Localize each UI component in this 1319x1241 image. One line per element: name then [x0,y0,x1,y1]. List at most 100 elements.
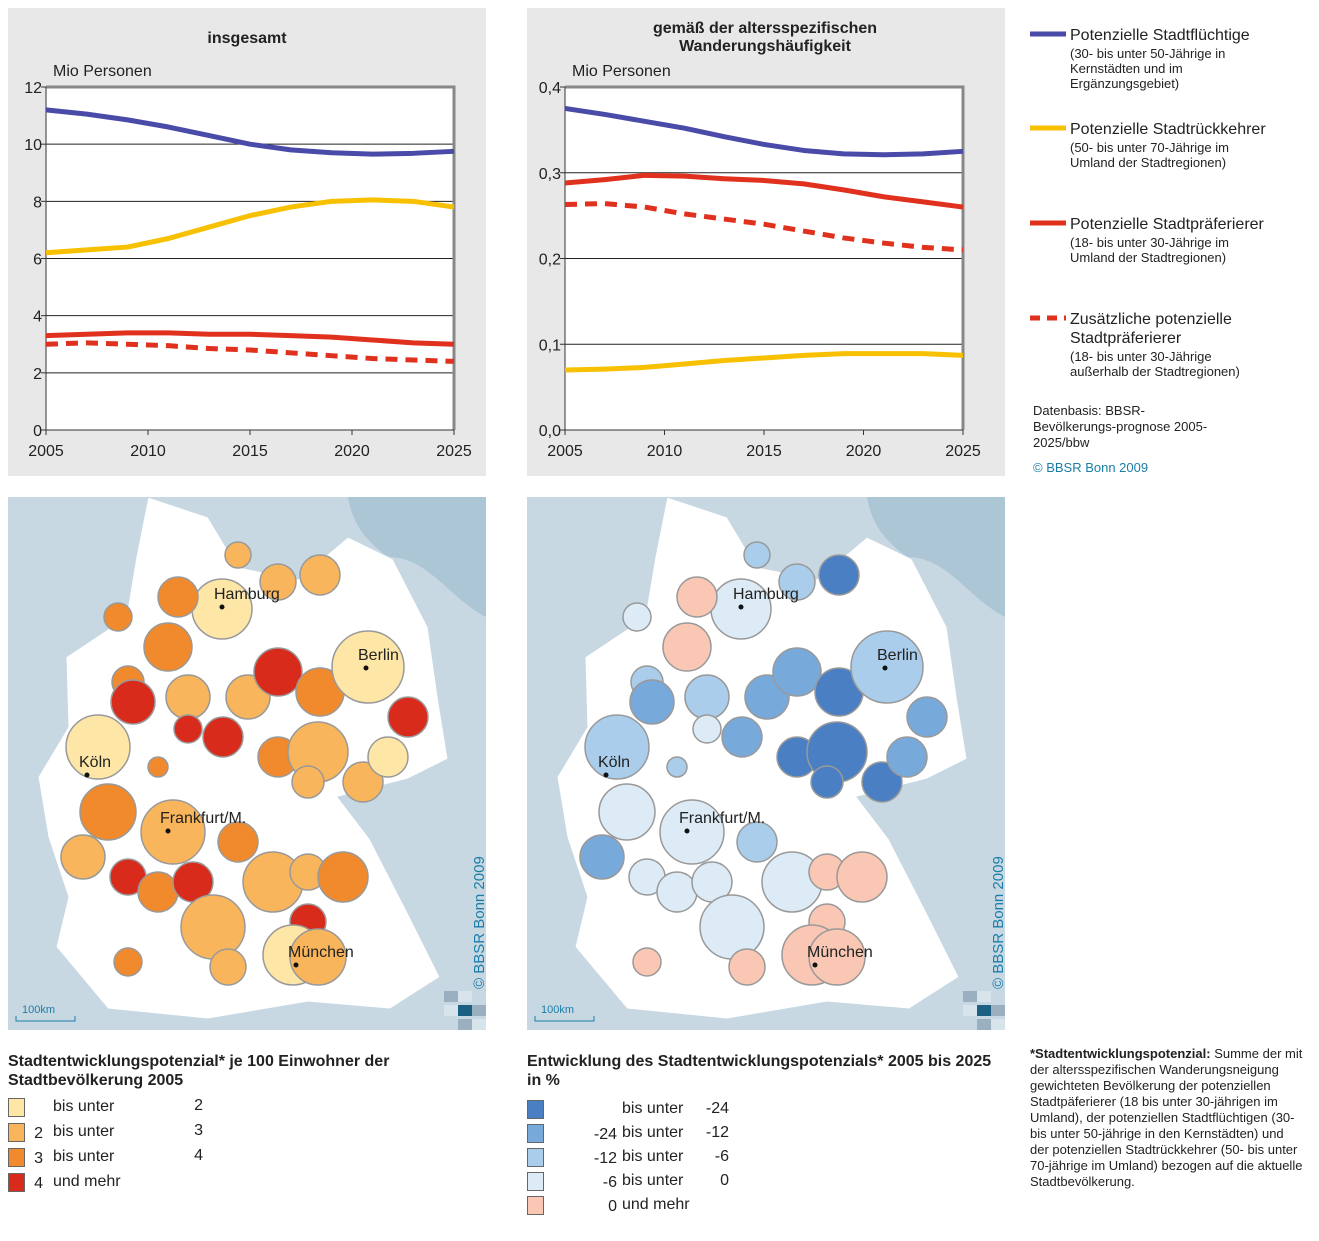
map: Hamburg Berlin Köln Frankfurt/M. München 100k… [527,496,1007,1030]
y-tick-label: 2 [33,366,42,383]
region [259,563,297,601]
region [886,736,928,778]
logo-tile [472,1005,486,1016]
region [79,783,137,841]
region [743,541,771,569]
region [676,576,718,618]
legend-swatch [527,1148,544,1167]
y-tick-label: 0,0 [539,423,561,440]
region [387,696,429,738]
class-from: 4 [34,1175,43,1192]
city-label: Hamburg [214,586,280,603]
series-line [564,201,964,253]
region [692,714,722,744]
region [224,541,252,569]
series-line [45,197,455,256]
region [113,947,143,977]
region [103,602,133,632]
map-credit: © BBSR Bonn 2009 [471,856,488,989]
legend-swatch [527,1100,544,1119]
region [598,783,656,841]
region [143,622,193,672]
x-tick-label: 2015 [232,443,268,460]
logo-tile [963,991,977,1002]
scale-label: 100km [541,1004,574,1016]
region [662,622,712,672]
city-dot [165,828,171,834]
city-dot [738,604,744,610]
y-axis-label: Mio Personen [53,63,152,80]
city-label: München [288,944,354,961]
city-label: München [807,944,873,961]
y-tick-label: 10 [24,137,42,154]
city-label: Köln [598,754,630,771]
y-tick-label: 0 [33,423,42,440]
plot-frame [46,85,456,430]
class-from: -24 [593,1126,617,1143]
x-tick-label: 2025 [945,443,981,460]
axis [564,87,963,431]
class-to: 3 [194,1122,203,1139]
class-to: 2 [194,1097,203,1114]
city-label: Köln [79,754,111,771]
class-text: und mehr [53,1173,121,1190]
city-label: Berlin [358,647,399,664]
series-line [564,351,964,373]
x-tick-label: 2010 [130,443,166,460]
class-text: bis unter [622,1124,684,1141]
class-from: -12 [593,1150,617,1167]
footnote: *Stadtentwicklungspotenzial: Summe der m… [1030,1046,1305,1190]
region [202,716,244,758]
region [808,928,866,986]
region [209,948,247,986]
footnote-text: Summe der mit der altersspezifischen Wan… [1030,1046,1303,1189]
region [317,851,369,903]
logo-tile [444,1005,458,1016]
region [165,674,211,720]
legend-swatch [8,1098,25,1117]
region [147,756,169,778]
legend-label: Potenzielle Stadtflüchtige [1070,27,1250,44]
region [110,679,156,725]
city-dot [882,665,888,671]
legend-swatch [527,1124,544,1143]
class-to: 4 [194,1147,203,1164]
plot-frame [565,85,965,430]
region [217,821,259,863]
y-tick-label: 0,4 [539,80,561,97]
region [861,761,903,803]
class-text: und mehr [622,1196,690,1213]
y-axis-label: Mio Personen [572,63,671,80]
region [906,696,948,738]
class-text: bis unter [622,1100,684,1117]
region [684,674,730,720]
legend-swatch [8,1123,25,1142]
y-tick-label: 8 [33,194,42,211]
legend-note: (30- bis unter 50-Jährige in Kernstädten… [1070,46,1226,91]
class-to: 0 [720,1172,729,1189]
city-label: Berlin [877,647,918,664]
legend-swatch [527,1172,544,1191]
sea [867,497,1005,617]
copyright: © BBSR Bonn 2009 [1033,460,1149,475]
map: Hamburg Berlin Köln Frankfurt/M. München 100k… [8,496,488,1030]
logo-tile [458,991,472,1002]
region [736,821,778,863]
map-legend-title: Stadtentwicklungspotenzial* je 100 Einwo… [8,1053,390,1089]
city-label: Frankfurt/M. [679,810,765,827]
class-from: -6 [602,1174,617,1191]
city-dot [684,828,690,834]
region [632,947,662,977]
logo-tile [458,1019,472,1030]
series-line [45,107,455,157]
series-line [45,340,455,364]
region [836,851,888,903]
region [180,894,246,960]
region [65,714,131,780]
class-text: bis unter [622,1172,684,1189]
scale-bar [534,1016,595,1022]
series-line [45,330,455,347]
footnote-term: *Stadtentwicklungspotenzial: [1030,1046,1211,1061]
region [584,714,650,780]
